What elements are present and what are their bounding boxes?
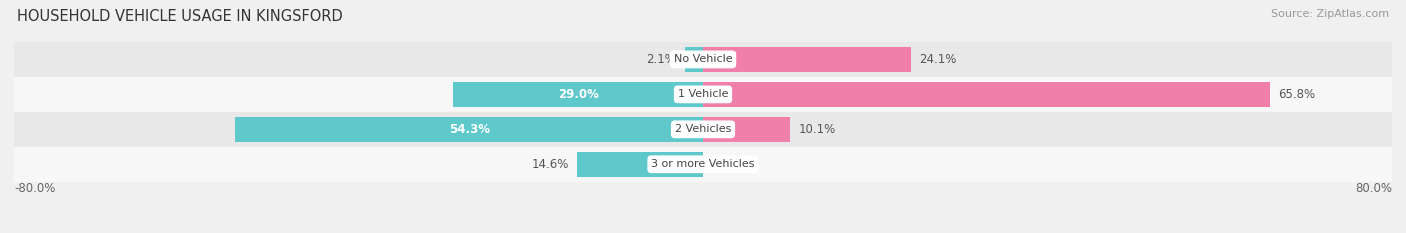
Text: 24.1%: 24.1%	[920, 53, 956, 66]
Text: 29.0%: 29.0%	[558, 88, 599, 101]
Bar	[703, 47, 911, 72]
Bar	[14, 147, 1392, 182]
Text: 65.8%: 65.8%	[1278, 88, 1316, 101]
Text: No Vehicle: No Vehicle	[673, 55, 733, 64]
Bar	[703, 82, 1270, 107]
Text: HOUSEHOLD VEHICLE USAGE IN KINGSFORD: HOUSEHOLD VEHICLE USAGE IN KINGSFORD	[17, 9, 343, 24]
Text: 80.0%: 80.0%	[1355, 182, 1392, 195]
Text: -80.0%: -80.0%	[14, 182, 55, 195]
Text: 0.0%: 0.0%	[711, 158, 741, 171]
Text: Source: ZipAtlas.com: Source: ZipAtlas.com	[1271, 9, 1389, 19]
Text: 1 Vehicle: 1 Vehicle	[678, 89, 728, 99]
Text: 54.3%: 54.3%	[449, 123, 489, 136]
Bar	[578, 152, 703, 177]
Text: 3 or more Vehicles: 3 or more Vehicles	[651, 159, 755, 169]
Bar	[703, 117, 790, 142]
Bar	[685, 47, 703, 72]
Bar	[235, 117, 703, 142]
Bar	[14, 77, 1392, 112]
Text: 2.1%: 2.1%	[647, 53, 676, 66]
Bar	[453, 82, 703, 107]
Text: 10.1%: 10.1%	[799, 123, 835, 136]
Text: 2 Vehicles: 2 Vehicles	[675, 124, 731, 134]
Bar	[14, 112, 1392, 147]
Bar	[14, 42, 1392, 77]
Text: 14.6%: 14.6%	[531, 158, 568, 171]
